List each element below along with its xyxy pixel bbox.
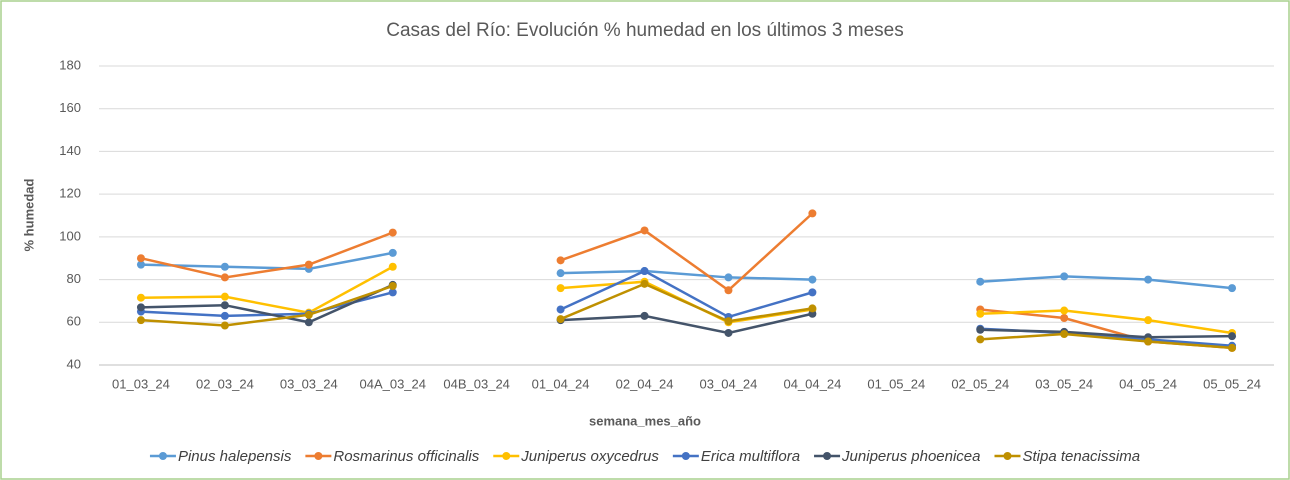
legend-swatch-dot <box>502 452 511 460</box>
x-tick-label: 04_05_24 <box>1119 376 1177 391</box>
y-tick-label: 120 <box>59 186 81 201</box>
data-point <box>1228 343 1237 352</box>
y-axis-title: % humedad <box>21 178 36 251</box>
data-point <box>304 310 313 319</box>
legend-item: Juniperus oxycedrus <box>493 448 659 465</box>
data-point <box>724 286 733 295</box>
data-point <box>220 311 229 320</box>
data-point <box>556 256 565 265</box>
y-tick-label: 60 <box>67 314 81 329</box>
data-point <box>304 260 313 269</box>
y-tick-label: 40 <box>67 356 81 371</box>
data-point <box>388 262 397 271</box>
data-point <box>640 267 649 276</box>
data-point <box>1228 284 1237 293</box>
data-point <box>556 305 565 314</box>
y-tick-label: 140 <box>59 143 81 158</box>
data-point <box>640 311 649 320</box>
data-point <box>388 281 397 290</box>
x-tick-label: 03_04_24 <box>700 376 758 391</box>
x-tick-label: 01_05_24 <box>867 376 925 391</box>
x-tick-label: 05_05_24 <box>1203 376 1261 391</box>
y-tick-label: 80 <box>67 271 81 286</box>
series-line <box>140 282 1233 350</box>
x-tick-label: 01_04_24 <box>532 376 590 391</box>
x-tick-label: 04A_03_24 <box>359 376 426 391</box>
data-point <box>388 248 397 257</box>
x-tick-label: 02_05_24 <box>951 376 1009 391</box>
data-point <box>808 275 817 284</box>
data-point <box>220 273 229 282</box>
data-point <box>1144 337 1153 346</box>
data-point <box>1060 272 1069 281</box>
data-point <box>304 318 313 327</box>
x-tick-label: 03_05_24 <box>1035 376 1093 391</box>
chart-title: Casas del Río: Evolución % humedad en lo… <box>386 20 903 41</box>
data-point <box>724 328 733 337</box>
data-point <box>220 262 229 271</box>
data-point <box>1060 330 1069 339</box>
legend-label: Juniperus oxycedrus <box>520 448 659 465</box>
x-tick-label: 02_03_24 <box>196 376 254 391</box>
data-point <box>556 315 565 324</box>
x-tick-label: 01_03_24 <box>112 376 170 391</box>
data-point <box>136 303 145 312</box>
data-point <box>220 292 229 301</box>
legend-swatch-dot <box>823 452 832 460</box>
data-point <box>724 273 733 282</box>
data-point <box>724 317 733 326</box>
legend-label: Pinus halepensis <box>178 448 292 465</box>
data-point <box>220 301 229 310</box>
data-point <box>640 279 649 288</box>
data-point <box>388 228 397 237</box>
data-point <box>976 325 985 334</box>
x-tick-label: 04B_03_24 <box>443 376 510 391</box>
data-point <box>1228 332 1237 341</box>
data-point <box>220 321 229 330</box>
data-point <box>976 277 985 286</box>
data-point <box>976 335 985 344</box>
x-tick-label: 03_03_24 <box>280 376 338 391</box>
data-point <box>976 309 985 318</box>
data-point <box>1060 306 1069 315</box>
data-point <box>556 284 565 293</box>
data-point <box>136 260 145 269</box>
series-line <box>140 283 1233 339</box>
y-tick-label: 100 <box>59 228 81 243</box>
y-tick-label: 180 <box>59 57 81 72</box>
data-point <box>136 254 145 263</box>
legend-item: Stipa tenacissima <box>994 448 1140 465</box>
data-point <box>388 288 397 297</box>
legend-item: Juniperus phoenicea <box>814 448 980 465</box>
data-point <box>1144 316 1153 325</box>
data-point <box>640 226 649 235</box>
data-point <box>1144 275 1153 284</box>
x-tick-label: 02_04_24 <box>616 376 674 391</box>
legend-swatch-dot <box>314 452 323 460</box>
data-point <box>136 293 145 302</box>
data-point <box>1060 314 1069 323</box>
legend-swatch-dot <box>681 452 690 460</box>
x-axis-title: semana_mes_año <box>589 413 701 428</box>
data-point <box>808 288 817 297</box>
legend-label: Rosmarinus officinalis <box>333 448 479 465</box>
legend-swatch-dot <box>158 452 167 460</box>
legend-item: Rosmarinus officinalis <box>305 448 480 465</box>
data-point <box>556 269 565 278</box>
data-point <box>808 304 817 313</box>
legend-label: Juniperus phoenicea <box>841 448 980 465</box>
legend-item: Pinus halepensis <box>149 448 292 465</box>
data-point <box>136 316 145 325</box>
legend-label: Stipa tenacissima <box>1022 448 1140 465</box>
legend-item: Erica multiflora <box>672 448 800 465</box>
series-line <box>140 251 1233 290</box>
y-tick-label: 160 <box>59 100 81 115</box>
legend-label: Erica multiflora <box>701 448 800 465</box>
legend-swatch-dot <box>1003 452 1012 460</box>
x-tick-label: 04_04_24 <box>783 376 841 391</box>
data-point <box>808 209 817 218</box>
